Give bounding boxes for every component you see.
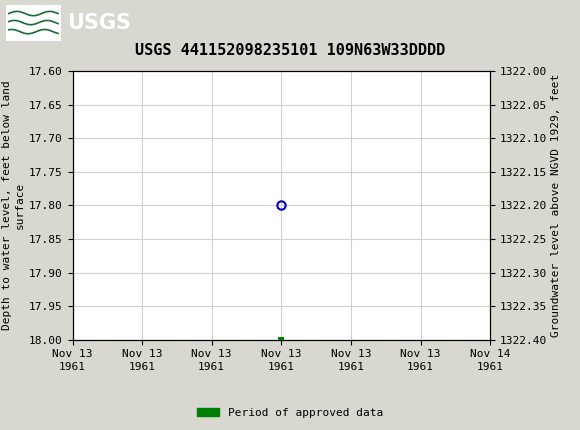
Y-axis label: Groundwater level above NGVD 1929, feet: Groundwater level above NGVD 1929, feet [551, 74, 561, 337]
Y-axis label: Depth to water level, feet below land
surface: Depth to water level, feet below land su… [2, 80, 25, 330]
Bar [6, 4, 61, 41]
Text: USGS 441152098235101 109N63W33DDDD: USGS 441152098235101 109N63W33DDDD [135, 43, 445, 58]
Text: USGS: USGS [67, 12, 130, 33]
Legend: Period of approved data: Period of approved data [193, 403, 387, 422]
